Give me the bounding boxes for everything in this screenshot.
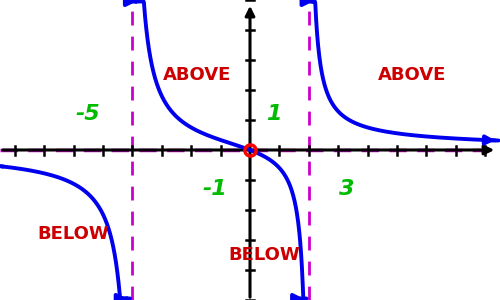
Text: 1: 1 [266,104,281,124]
Text: -1: -1 [202,179,227,199]
Text: BELOW: BELOW [229,246,300,264]
Text: -5: -5 [76,104,100,124]
Text: ABOVE: ABOVE [378,66,446,84]
Text: 3: 3 [340,179,355,199]
Text: BELOW: BELOW [38,225,110,243]
Text: ABOVE: ABOVE [163,66,231,84]
